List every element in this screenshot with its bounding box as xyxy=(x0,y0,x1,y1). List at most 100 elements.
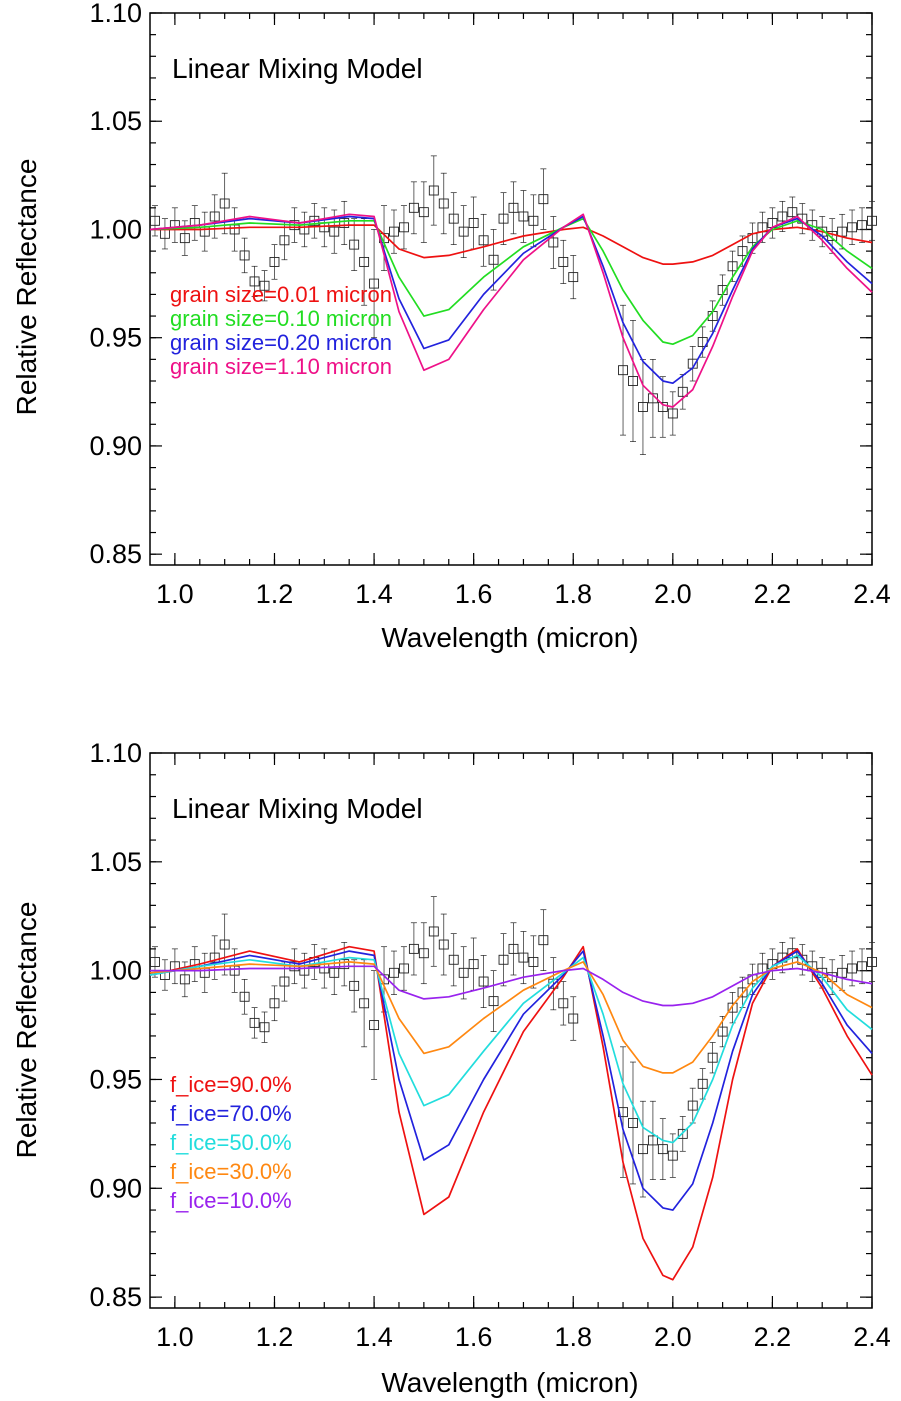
legend-entry: f_ice=30.0% xyxy=(170,1159,292,1184)
data-point xyxy=(269,998,280,1009)
data-point xyxy=(548,237,559,248)
data-point xyxy=(179,974,190,985)
legend-entry: grain size=0.10 micron xyxy=(170,306,392,331)
data-point xyxy=(647,1135,658,1146)
data-point xyxy=(369,278,380,289)
plot-frame xyxy=(149,752,873,1309)
legend-entry: grain size=1.10 micron xyxy=(170,354,392,379)
data-point xyxy=(468,959,479,970)
x-axis-label: Wavelength (micron) xyxy=(381,622,638,653)
data-point xyxy=(349,980,360,991)
x-tick-label: 2.0 xyxy=(654,579,692,609)
data-point xyxy=(408,202,419,213)
x-tick-label: 1.8 xyxy=(554,1322,592,1352)
data-point xyxy=(150,215,160,226)
data-point xyxy=(727,1002,738,1013)
y-tick-label: 1.05 xyxy=(89,847,142,877)
data-point xyxy=(468,218,479,228)
data-point xyxy=(498,954,509,965)
data-point xyxy=(857,220,867,231)
x-tick-label: 2.2 xyxy=(754,579,792,609)
legend-entry: grain size=0.01 micron xyxy=(170,282,392,307)
x-tick-label: 2.4 xyxy=(853,1322,891,1352)
data-point xyxy=(239,991,250,1002)
series-line xyxy=(149,213,873,408)
data-point xyxy=(339,959,350,970)
data-point xyxy=(697,1078,708,1089)
data-point xyxy=(727,261,738,272)
x-tick-label: 1.6 xyxy=(455,579,493,609)
data-point xyxy=(369,1020,380,1031)
data-point xyxy=(428,185,439,196)
panel-title: Linear Mixing Model xyxy=(172,53,423,84)
legend-entry: f_ice=50.0% xyxy=(170,1130,292,1155)
y-tick-label: 0.85 xyxy=(89,1282,142,1312)
x-tick-label: 1.4 xyxy=(355,1322,393,1352)
y-tick-label: 0.95 xyxy=(89,323,142,353)
data-point xyxy=(179,233,190,244)
data-point xyxy=(408,943,419,954)
data-point xyxy=(150,956,160,967)
plot-frame xyxy=(149,12,873,566)
y-tick-label: 0.85 xyxy=(89,539,142,569)
x-tick-label: 1.4 xyxy=(355,579,393,609)
data-point xyxy=(847,222,858,233)
panel-ice-fraction: Linear Mixing Model Wavelength (micron) … xyxy=(11,738,891,1398)
data-point xyxy=(628,1118,638,1128)
data-point xyxy=(787,207,798,218)
data-point xyxy=(269,256,280,267)
data-point xyxy=(478,235,489,246)
data-point xyxy=(398,963,409,974)
data-point xyxy=(518,211,529,222)
data-point xyxy=(209,211,220,222)
data-point xyxy=(478,976,489,987)
data-point xyxy=(737,246,748,257)
data-point xyxy=(438,939,449,950)
data-point xyxy=(568,272,579,283)
data-point xyxy=(677,1128,688,1139)
data-point xyxy=(528,956,539,967)
data-point xyxy=(279,976,290,987)
panel-grain-size: Linear Mixing Model Wavelength (micron) … xyxy=(11,0,891,653)
x-tick-label: 1.0 xyxy=(156,1322,194,1352)
series-line xyxy=(150,965,873,1007)
data-point xyxy=(219,939,230,950)
data-point xyxy=(628,376,638,386)
data-point xyxy=(657,1144,668,1155)
y-tick-label: 1.00 xyxy=(89,214,142,244)
data-point xyxy=(458,967,469,978)
legend-entry: grain size=0.20 micron xyxy=(170,330,392,355)
data-point xyxy=(867,956,877,967)
data-point xyxy=(488,996,499,1007)
data-point xyxy=(558,256,569,267)
data-point xyxy=(249,1017,260,1028)
series-line xyxy=(149,950,873,1211)
data-point xyxy=(687,1100,698,1111)
data-point xyxy=(209,952,220,963)
data-point xyxy=(777,211,788,222)
x-tick-label: 2.0 xyxy=(654,1322,692,1352)
data-point xyxy=(448,954,459,965)
data-point xyxy=(329,226,340,237)
x-tick-label: 2.4 xyxy=(853,579,891,609)
x-tick-label: 2.2 xyxy=(754,1322,792,1352)
y-tick-label: 0.95 xyxy=(89,1064,142,1094)
legend-entry: f_ice=90.0% xyxy=(170,1072,292,1097)
y-tick-label: 1.05 xyxy=(89,106,142,136)
data-point xyxy=(488,254,499,265)
y-tick-label: 0.90 xyxy=(89,1173,142,1203)
data-point xyxy=(538,935,549,946)
data-point xyxy=(618,365,628,376)
data-point xyxy=(359,998,370,1009)
y-axis-label: Relative Reflectance xyxy=(11,902,42,1159)
series-line xyxy=(149,945,873,1281)
data-point xyxy=(657,402,668,412)
data-point xyxy=(279,235,290,246)
data-point xyxy=(249,276,260,287)
x-tick-label: 1.2 xyxy=(256,1322,294,1352)
data-point xyxy=(677,386,688,397)
data-point xyxy=(259,1022,270,1033)
data-point xyxy=(508,202,519,213)
data-point xyxy=(389,226,399,237)
